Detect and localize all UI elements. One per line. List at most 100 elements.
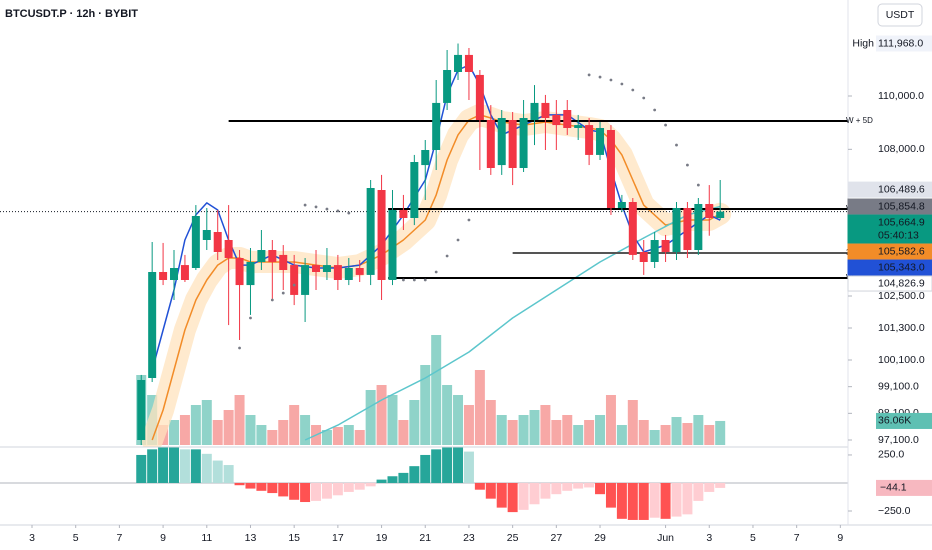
volume-bar (671, 417, 682, 445)
volume-bar (573, 425, 584, 445)
sar-dot (314, 205, 318, 209)
candle-body (530, 102, 539, 120)
hist-bar (234, 482, 245, 486)
sar-dot (325, 207, 329, 211)
chart-title: BTCUSDT.P · 12h · BYBIT (5, 8, 138, 20)
hist-bar (693, 482, 704, 501)
candle-body (454, 54, 463, 72)
hist-bar (256, 482, 267, 491)
sar-dot (631, 88, 635, 92)
hist-bar (343, 482, 354, 492)
hist-bar (442, 447, 453, 483)
sar-dot (249, 316, 252, 320)
volume-bar (169, 420, 180, 445)
volume-bar (518, 415, 529, 445)
volume-bar (605, 395, 616, 445)
volume-bar (507, 420, 518, 445)
volume-bar (365, 390, 376, 445)
hist-bar (715, 482, 726, 488)
price-label-box (847, 259, 932, 276)
volume-bar (485, 400, 496, 445)
candle-body (552, 114, 561, 126)
volume-bar (474, 370, 485, 445)
sar-dot (686, 163, 689, 167)
candle-body (213, 232, 222, 252)
hist-bar (671, 482, 682, 517)
sar-dot (467, 218, 471, 222)
sar-dot (347, 211, 351, 215)
sar-dot (675, 143, 678, 147)
volume-bar (321, 430, 332, 445)
x-tick-label: 23 (463, 532, 475, 544)
volume-bar (223, 410, 234, 445)
candle-body (639, 252, 648, 262)
hist-bar (190, 449, 201, 483)
candle-body (159, 272, 168, 280)
hist-bar (660, 482, 671, 519)
hist-bar (147, 449, 158, 483)
candle-body (421, 150, 430, 166)
price-label: 105,582.6 (878, 245, 925, 257)
candle-body (716, 211, 725, 218)
sar-dot (238, 346, 241, 350)
candle-body (180, 265, 189, 280)
price-label-box (847, 243, 932, 260)
hist-bar (562, 482, 573, 491)
hist-bar (627, 482, 638, 520)
sar-dot (412, 278, 416, 282)
volume-bar (562, 415, 573, 445)
candle-body (170, 268, 179, 280)
x-tick-label: 15 (288, 532, 300, 544)
candle-body (355, 268, 364, 275)
currency[interactable]: USDT (886, 9, 915, 21)
hist-bar (518, 482, 529, 510)
volume-bar (638, 420, 649, 445)
volume-bar (529, 410, 540, 445)
volume-bar (463, 405, 474, 445)
sar-dot (653, 108, 657, 112)
x-tick-label: 21 (419, 532, 431, 544)
candle-body (301, 265, 310, 295)
candle-body (224, 240, 233, 258)
level-label: W + 5D (846, 116, 873, 125)
currency-box[interactable] (877, 3, 923, 27)
candle-body (432, 102, 441, 150)
y-tick-label: 101,300.0 (878, 322, 925, 334)
volume-bar (540, 405, 551, 445)
volume-bar (627, 400, 638, 445)
price-label: 106,489.6 (878, 183, 925, 195)
sar-dot (664, 123, 667, 127)
hist-bar (201, 453, 212, 483)
sar-dot (445, 254, 449, 258)
sar-dot (587, 73, 591, 77)
sar-dot (423, 278, 427, 282)
histogram-layer (0, 447, 848, 520)
candle-body (508, 120, 517, 168)
candle-body (399, 210, 408, 218)
volume-bar (682, 423, 693, 445)
candle-body (246, 262, 255, 286)
hist-bar (431, 449, 442, 483)
volume-bar (179, 415, 190, 445)
hist-bar (169, 447, 180, 483)
candle-body (650, 240, 659, 262)
hist-bar (474, 482, 485, 490)
y-tick-label: 99,100.0 (878, 380, 919, 392)
hist-bar (638, 482, 649, 520)
sar-dot (402, 278, 405, 282)
volume-bar (245, 415, 256, 445)
volume-bar (201, 400, 212, 445)
high-value: 111,968.0 (878, 37, 923, 49)
volume-bar (420, 365, 431, 445)
price-label-box (847, 275, 932, 292)
sar-dot (696, 183, 700, 187)
volume-bar (289, 405, 300, 445)
candle-body (519, 118, 528, 168)
volume-bar (300, 415, 311, 445)
candle-body (148, 272, 157, 378)
sar-dot (620, 82, 624, 86)
volume-bar (376, 385, 387, 445)
hist-bar (704, 482, 715, 492)
candle-body (705, 204, 714, 218)
